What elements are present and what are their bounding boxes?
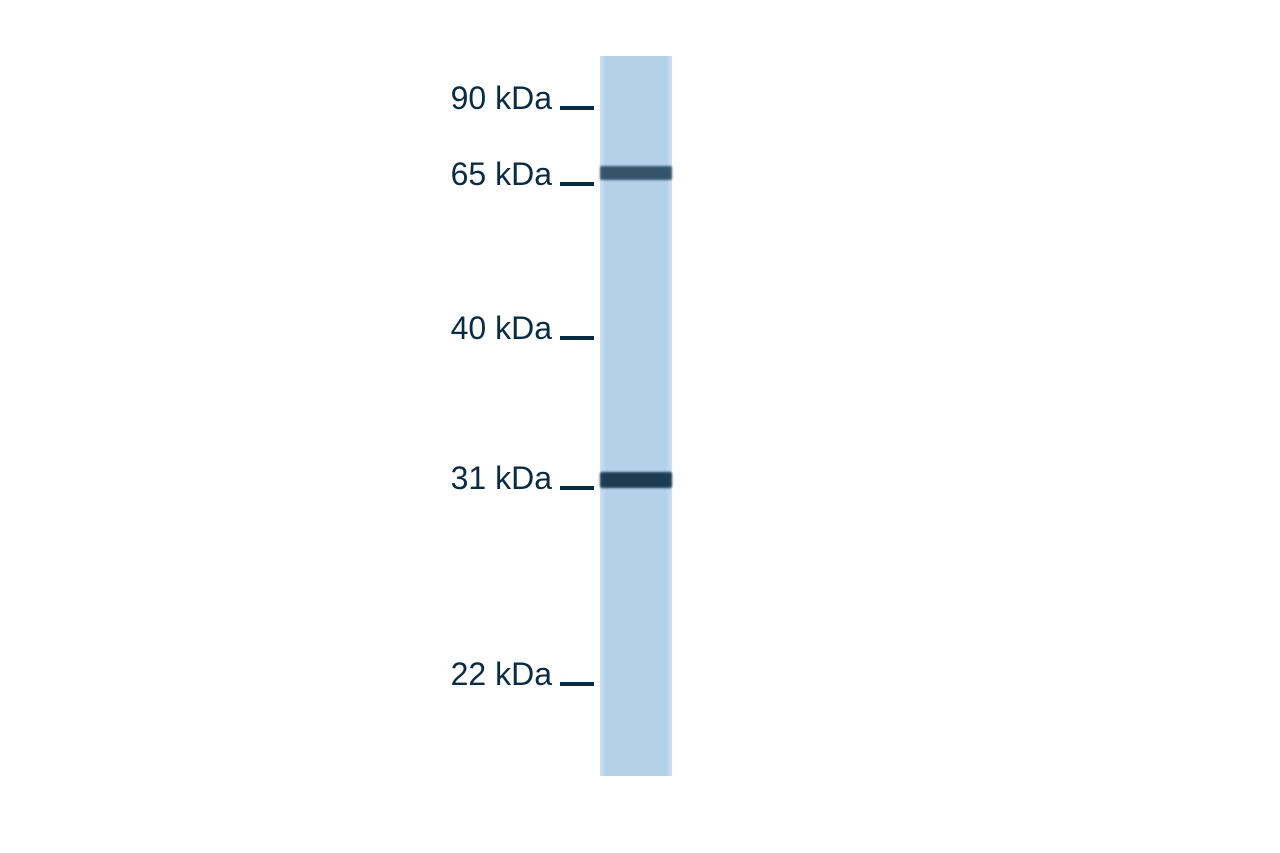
marker-label: 65 kDa xyxy=(451,156,552,193)
marker-label: 31 kDa xyxy=(451,460,552,497)
band-65kda xyxy=(600,166,672,180)
marker-label: 40 kDa xyxy=(451,310,552,347)
marker-tick xyxy=(560,182,594,186)
western-blot-figure: 90 kDa 65 kDa 40 kDa 31 kDa 22 kDa xyxy=(0,0,1280,853)
marker-label: 22 kDa xyxy=(451,656,552,693)
marker-tick xyxy=(560,106,594,110)
marker-label: 90 kDa xyxy=(451,80,552,117)
marker-tick xyxy=(560,336,594,340)
band-31kda xyxy=(600,472,672,488)
marker-tick xyxy=(560,682,594,686)
blot-lane xyxy=(600,56,672,776)
marker-tick xyxy=(560,486,594,490)
